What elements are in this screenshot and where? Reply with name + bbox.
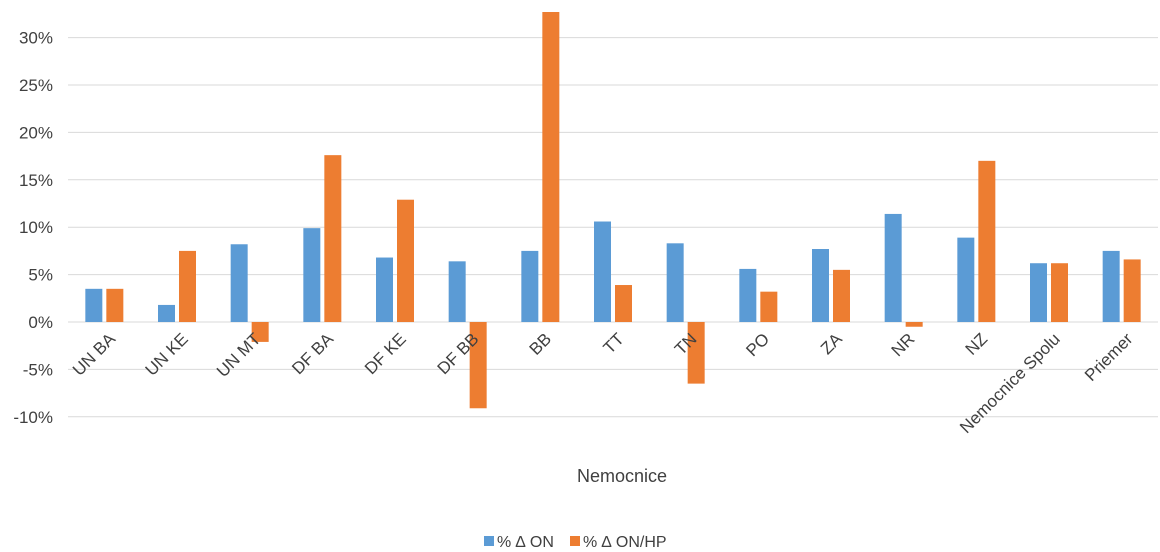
bar-on bbox=[1030, 263, 1047, 322]
x-category-label: NZ bbox=[962, 329, 991, 358]
y-tick-label: 20% bbox=[19, 123, 53, 142]
bar-on-hp bbox=[324, 155, 341, 322]
bar-on-hp bbox=[542, 12, 559, 322]
y-tick-label: 10% bbox=[19, 218, 53, 237]
x-category-label: UN BA bbox=[69, 329, 120, 380]
bar-on-hp bbox=[760, 292, 777, 322]
bar-on bbox=[521, 251, 538, 322]
bar-on bbox=[303, 228, 320, 322]
x-category-label: ZA bbox=[817, 329, 846, 358]
x-category-label: DF KE bbox=[361, 329, 410, 378]
y-tick-label: 5% bbox=[28, 266, 53, 285]
x-axis-category-labels: UN BA UN KE UN MT DF BA DF KE DF BB BB TT TN PO ZA… bbox=[69, 329, 1137, 437]
bar-on-hp bbox=[106, 289, 123, 322]
bar-on bbox=[594, 222, 611, 322]
y-tick-label: 30% bbox=[19, 29, 53, 48]
x-category-label: Priemer bbox=[1081, 329, 1137, 385]
bar-on bbox=[957, 238, 974, 322]
y-tick-label: 25% bbox=[19, 76, 53, 95]
x-axis-title: Nemocnice bbox=[577, 466, 667, 486]
x-category-label: DF BA bbox=[288, 329, 337, 378]
x-category-label: NR bbox=[888, 329, 919, 360]
legend-label-on-hp: % ∆ ON/HP bbox=[583, 534, 667, 551]
y-tick-label: -10% bbox=[13, 408, 53, 427]
x-category-label: UN KE bbox=[142, 329, 192, 379]
bar-on bbox=[885, 214, 902, 322]
bar-on bbox=[158, 305, 175, 322]
x-category-label: PO bbox=[742, 329, 773, 360]
x-category-label: UN MT bbox=[213, 329, 264, 380]
bar-on-hp bbox=[179, 251, 196, 322]
legend-swatch-on bbox=[484, 536, 494, 546]
bar-on-hp bbox=[615, 285, 632, 322]
legend-swatch-on-hp bbox=[570, 536, 580, 546]
bar-on bbox=[231, 244, 248, 322]
y-tick-label: -5% bbox=[23, 360, 53, 379]
bar-on-hp bbox=[397, 200, 414, 322]
bar-on-hp bbox=[978, 161, 995, 322]
bar-on bbox=[739, 269, 756, 322]
bar-on bbox=[376, 258, 393, 322]
bar-on bbox=[85, 289, 102, 322]
bar-on-hp bbox=[1051, 263, 1068, 322]
bar-on bbox=[449, 261, 466, 322]
bar-on-hp bbox=[906, 322, 923, 327]
bar-on bbox=[1103, 251, 1120, 322]
y-tick-label: 15% bbox=[19, 171, 53, 190]
bar-on-hp bbox=[833, 270, 850, 322]
legend: % ∆ ON % ∆ ON/HP bbox=[484, 534, 667, 551]
bar-on-hp bbox=[1124, 259, 1141, 322]
legend-label-on: % ∆ ON bbox=[497, 534, 554, 551]
bar-on bbox=[812, 249, 829, 322]
x-category-label: TT bbox=[600, 329, 628, 357]
bar-on bbox=[667, 243, 684, 322]
x-category-label: BB bbox=[526, 329, 555, 358]
y-axis-ticks: -10% -5% 0% 5% 10% 15% 20% 25% 30% bbox=[13, 29, 53, 427]
y-tick-label: 0% bbox=[28, 313, 53, 332]
